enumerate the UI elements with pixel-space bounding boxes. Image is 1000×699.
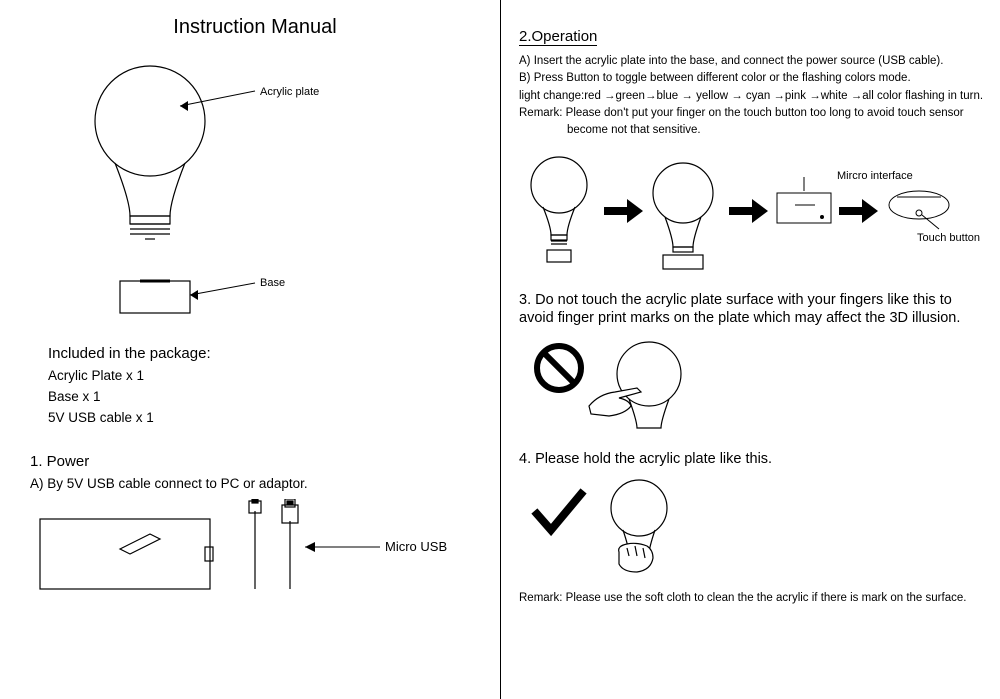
power-diagram: Micro USB (30, 499, 480, 609)
micro-interface-label: Mircro interface (837, 170, 913, 182)
operation-heading: 2.Operation (519, 28, 990, 45)
step-4-heading: 4. Please hold the acrylic plate like th… (519, 450, 990, 468)
operation-line-a: A) Insert the acrylic plate into the bas… (519, 53, 990, 70)
package-list: Acrylic Plate x 1 Base x 1 5V USB cable … (48, 368, 480, 425)
power-line-a: A) By 5V USB cable connect to PC or adap… (30, 476, 480, 491)
bottom-remark: Remark: Please use the soft cloth to cle… (519, 590, 990, 607)
touch-button-label: Touch button (917, 232, 980, 244)
step4-svg (519, 476, 719, 576)
package-item: Base x 1 (48, 389, 480, 404)
power-heading: 1. Power (30, 453, 480, 470)
operation-svg: Mircro interface Touch button (519, 147, 989, 277)
step4-diagram (519, 476, 990, 576)
package-item: 5V USB cable x 1 (48, 410, 480, 425)
parts-svg: Acrylic plate Base (30, 51, 450, 331)
left-column: Instruction Manual Acrylic plate (0, 0, 500, 699)
operation-remark1b: become not that sensitive. (567, 122, 990, 139)
micro-usb-label: Micro USB (385, 539, 447, 554)
operation-line-b: B) Press Button to toggle between differ… (519, 70, 990, 87)
operation-diagram: Mircro interface Touch button (519, 147, 990, 277)
base-label: Base (260, 277, 285, 289)
step3-diagram (519, 336, 990, 436)
right-column: 2.Operation A) Insert the acrylic plate … (500, 0, 1000, 699)
operation-remark1: Remark: Please don't put your finger on … (519, 105, 990, 122)
page: Instruction Manual Acrylic plate (0, 0, 1000, 699)
package-item: Acrylic Plate x 1 (48, 368, 480, 383)
step3-svg (519, 336, 719, 436)
operation-line-c: light change:red →green→blue → yellow → … (519, 88, 990, 105)
package-heading: Included in the package: (48, 345, 480, 362)
acrylic-plate-label: Acrylic plate (260, 86, 319, 98)
page-title: Instruction Manual (30, 16, 480, 39)
parts-diagram: Acrylic plate Base (30, 51, 480, 331)
step-3-heading: 3. Do not touch the acrylic plate surfac… (519, 291, 990, 327)
power-svg: Micro USB (30, 499, 470, 609)
